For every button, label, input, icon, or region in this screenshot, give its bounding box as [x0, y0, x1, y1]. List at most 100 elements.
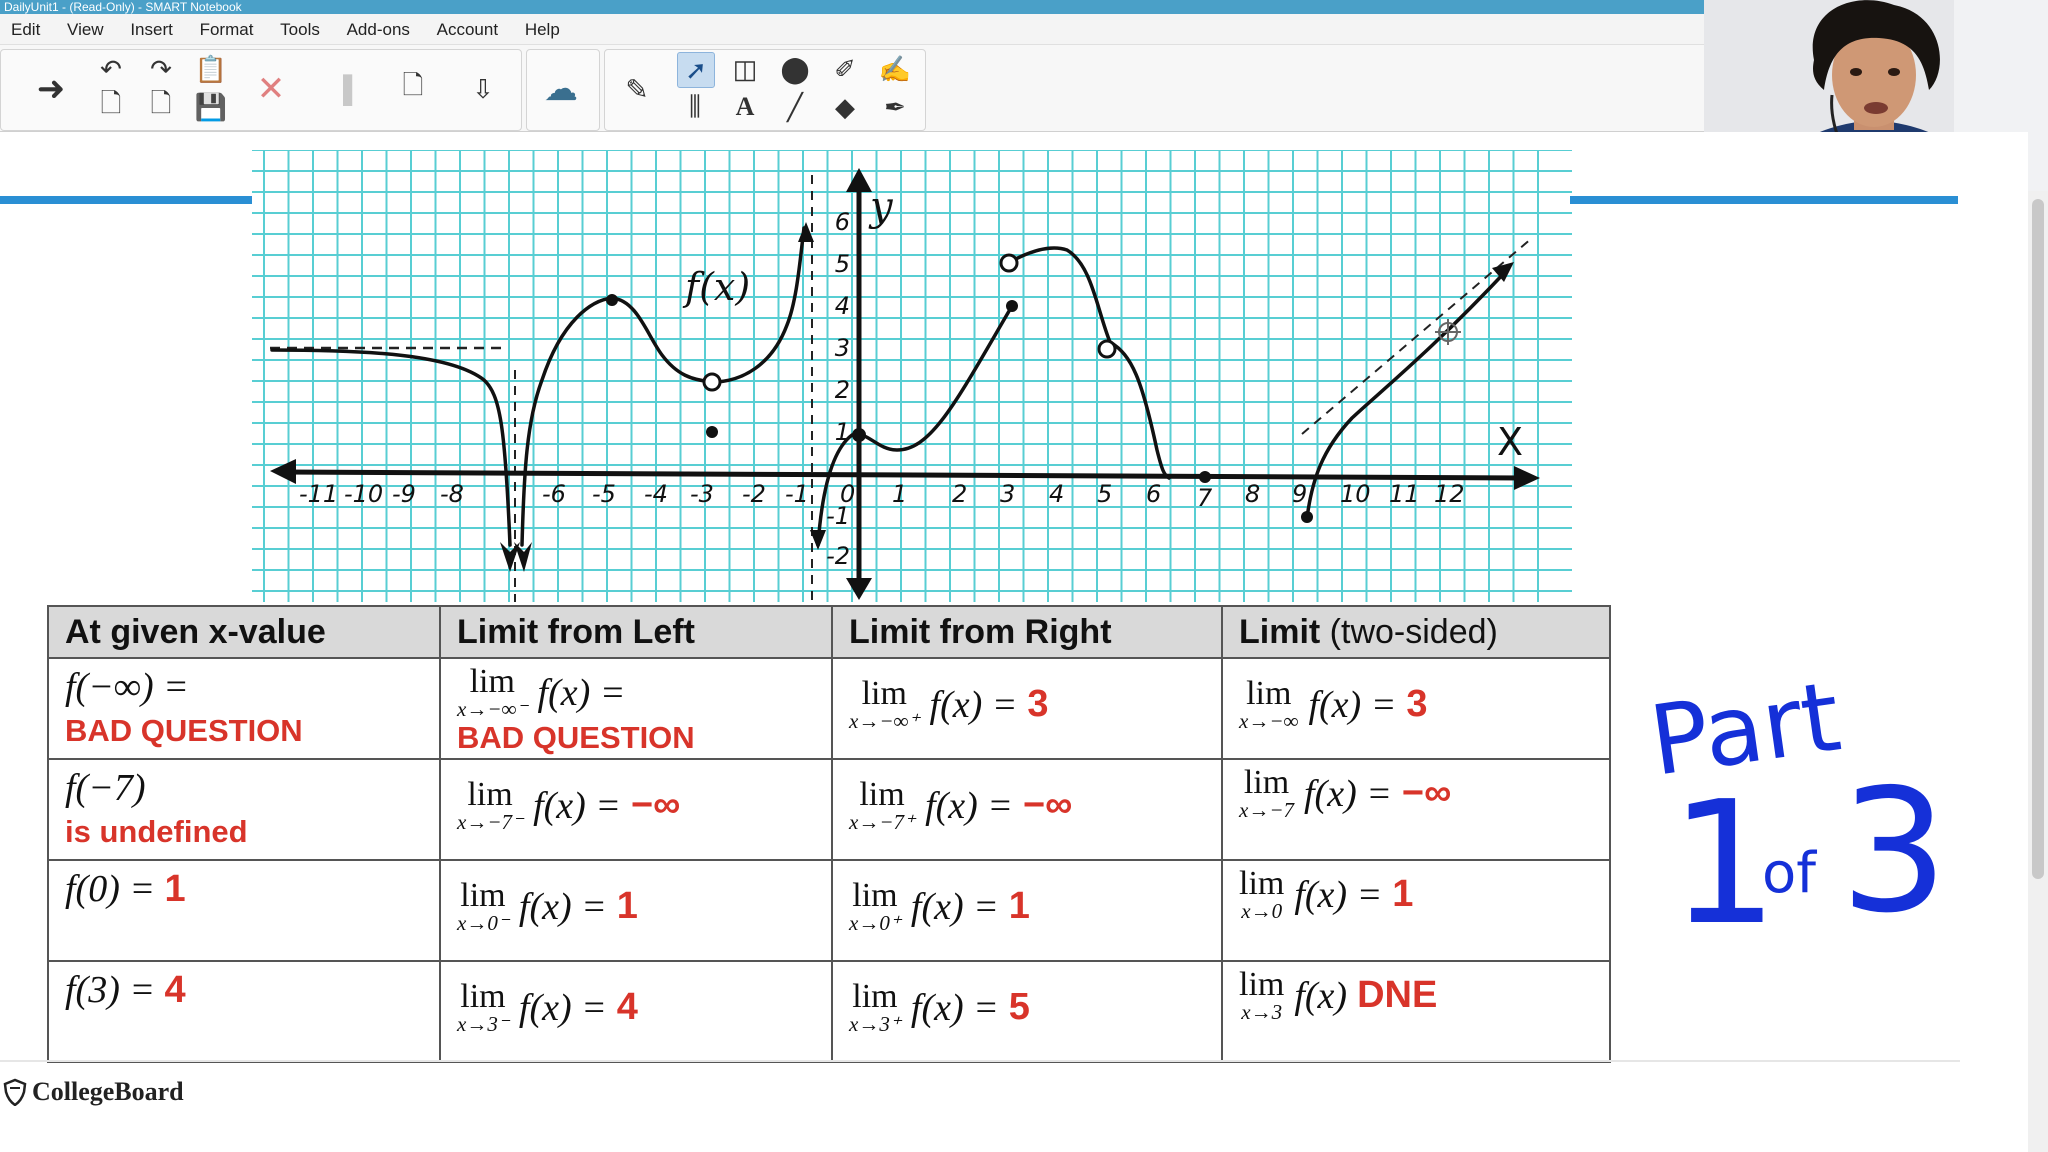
menu-edit[interactable]: Edit [11, 20, 41, 39]
lim-notation: lim x→3⁻ [457, 980, 509, 1035]
x-tick: -10 [344, 480, 383, 508]
closed-point-9-neg1 [1301, 511, 1313, 523]
lim-expr: f(x) = [929, 684, 1018, 726]
line-tool-icon[interactable]: ╱ [787, 91, 803, 122]
x-tick: 2 [952, 480, 967, 508]
x-tick: 5 [1097, 480, 1112, 508]
table-tools-icon[interactable]: ⫼ [689, 91, 701, 121]
calligraphic-pen-icon[interactable]: ✒ [884, 91, 906, 122]
given-answer: 4 [164, 969, 186, 1011]
x-tick: -11 [299, 480, 338, 508]
eraser-icon[interactable]: ◆ [835, 91, 855, 122]
slant-asymptote [1301, 237, 1533, 435]
two-sided-answer: DNE [1357, 974, 1438, 1016]
x-tick: 10 [1340, 480, 1371, 508]
lim-expr: f(x) = [1304, 773, 1392, 815]
delete-page-icon[interactable]: 🗋 [150, 88, 172, 118]
table-row: f(3) = 4 lim x→3⁻ f(x) = 4 lim x→3⁺ f(x) =… [47, 960, 1611, 1063]
lim-word: lim [1239, 966, 1285, 1003]
fill-icon[interactable]: ⬤ [780, 53, 810, 84]
open-point-3-5 [999, 253, 1019, 273]
y-tick-labels: 6 5 4 3 2 1 -1 -2 [826, 208, 850, 570]
new-page-icon[interactable]: 🗋 [100, 88, 122, 118]
next-page-icon[interactable]: ➜ [36, 70, 66, 108]
menu-bar: Edit View Insert Format Tools Add-ons Ac… [0, 14, 1704, 45]
lim-word: lim [467, 776, 513, 813]
divider-right [1570, 196, 1958, 204]
menu-help[interactable]: Help [524, 20, 560, 39]
cursor-move-icon [1435, 319, 1461, 345]
redo-icon[interactable]: ↷ [150, 53, 172, 84]
x-tick: 3 [1000, 480, 1015, 508]
select-arrow-icon[interactable]: ➚ [677, 52, 715, 88]
magic-pen-icon[interactable]: ✐ [834, 53, 856, 84]
cell-left: lim x→−∞⁻ f(x) = BAD QUESTION [439, 657, 833, 760]
delete-icon[interactable]: ✕ [256, 70, 286, 108]
left-answer: −∞ [630, 784, 681, 826]
header-given: At given x-value [47, 605, 441, 659]
two-sided-answer: −∞ [1401, 772, 1452, 814]
x-tick: -4 [644, 480, 668, 508]
pen-icon[interactable]: ✎ [625, 73, 649, 105]
header-suffix: (two-sided) [1329, 612, 1498, 651]
lim-notation: lim x→−∞ [1239, 677, 1298, 732]
lim-word: lim [1243, 764, 1290, 801]
given-answer: is undefined [65, 814, 248, 849]
scrollbar-thumb[interactable] [2032, 199, 2044, 879]
menu-tools[interactable]: Tools [280, 20, 320, 39]
undo-icon[interactable]: ↶ [100, 53, 122, 84]
save-icon[interactable]: 💾 [194, 91, 228, 122]
lim-expr: f(x) = [537, 672, 626, 714]
menu-account[interactable]: Account [436, 20, 499, 39]
lim-line: lim x→0⁻ f(x) = 1 [457, 879, 821, 934]
left-answer: BAD QUESTION [457, 720, 695, 755]
two-sided-answer: 3 [1406, 683, 1428, 725]
lim-notation: lim x→−∞⁺ [849, 677, 920, 732]
window-title-bar: DailyUnit1 - (Read-Only) - SMART Noteboo… [0, 0, 1708, 14]
lim-expr: f(x) = [1308, 684, 1397, 726]
given-expr: f(−∞) = [65, 666, 189, 708]
menu-add-ons[interactable]: Add-ons [346, 20, 410, 39]
shapes-icon[interactable]: ◫ [732, 53, 758, 84]
menu-view[interactable]: View [67, 20, 104, 39]
lim-sub: x→−∞⁺ [849, 709, 920, 733]
import-icon[interactable]: ⇩ [472, 73, 494, 104]
x-axis-left-arrow [270, 459, 296, 484]
add-ons-icon[interactable]: ☁ [544, 70, 578, 108]
lim-sub: x→0⁺ [849, 911, 901, 935]
y-tick: 4 [835, 292, 850, 320]
header-two-sided: Limit (two-sided) [1221, 605, 1611, 659]
highlighter-icon[interactable]: ✍ [878, 53, 912, 84]
y-axis-down-arrow [846, 578, 872, 600]
closed-point-neg3-1 [706, 426, 718, 438]
lim-sub: x→−7⁺ [849, 810, 916, 834]
menu-insert[interactable]: Insert [130, 20, 173, 39]
toolbar-group-addons: ☁ [526, 49, 600, 131]
divider-left [0, 196, 252, 204]
vertical-scrollbar[interactable] [2028, 191, 2048, 1152]
lim-word: lim [852, 978, 898, 1015]
lim-line: lim x→3 f(x) DNE [1239, 968, 1599, 1023]
given-expr: f(0) = 1 [65, 867, 429, 911]
paste-icon[interactable]: 📋 [194, 53, 228, 84]
lim-word: lim [469, 663, 515, 700]
text-tool-icon[interactable]: A [735, 92, 755, 121]
given-expr: f(3) = 4 [65, 968, 429, 1012]
right-answer: 1 [1008, 885, 1030, 927]
lim-sub: x→−7 [1239, 798, 1294, 822]
arrow-up-near-asymptote [798, 222, 814, 242]
arrow-slant-end [1492, 262, 1514, 282]
cell-two-sided: lim x→3 f(x) DNE [1221, 960, 1611, 1063]
open-point-neg3-2 [702, 372, 722, 392]
screen-shade-icon[interactable]: ▐ [333, 73, 353, 104]
cell-left: lim x→3⁻ f(x) = 4 [439, 960, 833, 1063]
lim-word: lim [460, 877, 506, 914]
insert-page-icon[interactable]: 🗋 [402, 70, 424, 100]
lim-line: lim x→3⁺ f(x) = 5 [849, 980, 1211, 1035]
closed-point-0-1 [852, 428, 866, 442]
closed-point-neg5-4 [606, 294, 618, 306]
menu-format[interactable]: Format [199, 20, 254, 39]
lim-word: lim [861, 675, 907, 712]
table-header-row: At given x-value Limit from Left Limit f… [47, 605, 1611, 659]
cell-right: lim x→3⁺ f(x) = 5 [831, 960, 1223, 1063]
